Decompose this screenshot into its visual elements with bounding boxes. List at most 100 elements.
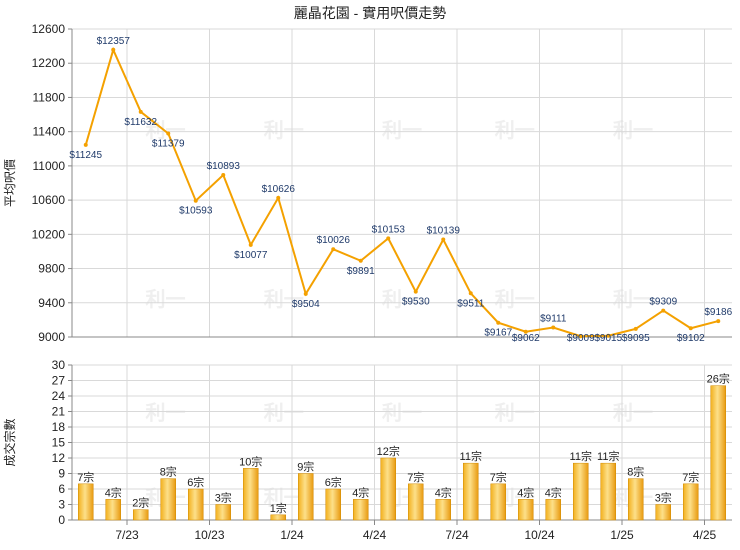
price-point	[111, 47, 116, 52]
price-point	[578, 334, 583, 339]
watermark-text: 利一	[495, 119, 535, 142]
count-data-label: 6宗	[325, 475, 342, 489]
count-data-label: 1宗	[270, 501, 287, 515]
count-data-label: 4宗	[545, 485, 562, 499]
price-point	[606, 333, 611, 338]
count-bar	[490, 483, 506, 521]
price-data-label: $10153	[372, 224, 406, 235]
price-data-label: $9111	[540, 314, 567, 325]
y-axis-label: 平均呎價	[3, 159, 17, 207]
y-tick-label: 6	[58, 482, 65, 496]
price-data-label: $9504	[292, 299, 320, 310]
price-point	[358, 258, 363, 263]
y-tick-label: 10200	[32, 227, 66, 241]
price-point	[441, 237, 446, 242]
count-bar	[353, 499, 369, 521]
count-bar	[160, 478, 176, 521]
y-tick-label: 30	[52, 358, 66, 372]
count-data-label: 7宗	[490, 470, 507, 484]
price-data-label: $11379	[152, 138, 185, 149]
price-chart-panel: 利一利一利一利一利一利一利一利一利一利一90009400980010200106…	[3, 22, 733, 344]
count-data-label: 12宗	[377, 444, 400, 458]
price-data-label: $9009	[567, 333, 595, 344]
watermark-text: 利一	[146, 288, 186, 311]
count-data-label: 11宗	[570, 449, 592, 463]
count-bar	[628, 478, 644, 521]
price-point	[276, 195, 281, 200]
watermark-text: 利一	[382, 288, 422, 311]
watermark-text: 利一	[264, 288, 304, 311]
price-point	[523, 329, 528, 334]
price-point	[386, 236, 391, 241]
price-data-label: $12357	[97, 36, 131, 47]
price-point	[248, 242, 253, 247]
count-data-label: 4宗	[435, 485, 452, 499]
price-point	[331, 247, 336, 252]
y-tick-label: 24	[52, 389, 66, 403]
price-data-label: $10593	[179, 206, 213, 217]
count-bar	[215, 504, 231, 521]
price-point	[83, 142, 88, 147]
y-tick-label: 11000	[33, 159, 66, 173]
y-tick-label: 21	[52, 405, 66, 419]
price-data-label: $10077	[234, 250, 268, 261]
count-bar	[710, 385, 726, 521]
count-data-label: 4宗	[352, 485, 369, 499]
y-tick-label: 11400	[33, 125, 66, 139]
count-data-label: 8宗	[627, 465, 644, 479]
price-point	[138, 109, 143, 114]
y-tick-label: 9	[58, 467, 65, 481]
x-tick-label: 10/24	[524, 528, 554, 542]
count-data-label: 8宗	[160, 465, 177, 479]
price-data-label: $9095	[622, 333, 650, 344]
count-data-label: 4宗	[105, 485, 122, 499]
price-data-label: $10026	[317, 235, 351, 246]
watermark-text: 利一	[613, 288, 653, 311]
price-data-label: $10893	[207, 161, 241, 172]
y-tick-label: 12200	[32, 56, 66, 70]
count-bar	[408, 483, 424, 521]
price-point	[303, 291, 308, 296]
price-data-label: $9102	[677, 333, 705, 344]
price-series-line	[84, 46, 719, 338]
price-point	[413, 289, 418, 294]
count-data-label: 4宗	[517, 485, 534, 499]
count-bar	[325, 488, 341, 521]
watermark-text: 利一	[613, 401, 653, 424]
count-bar	[518, 499, 534, 521]
count-data-label: 2宗	[132, 496, 149, 510]
x-tick-label: 4/24	[363, 528, 387, 542]
price-point	[551, 325, 556, 330]
price-data-label: $9309	[649, 297, 677, 308]
price-point	[496, 320, 501, 325]
price-point	[193, 198, 198, 203]
y-tick-label: 18	[52, 420, 66, 434]
price-data-label: $9511	[457, 298, 485, 309]
price-point	[221, 173, 226, 178]
y-tick-label: 9400	[38, 296, 65, 310]
count-bar	[133, 509, 149, 521]
y-axis-label: 成交宗數	[2, 418, 17, 466]
price-data-label: $9891	[347, 266, 375, 277]
count-bar	[270, 514, 286, 521]
x-tick-label: 7/24	[445, 528, 469, 542]
price-data-label: $10626	[262, 184, 296, 195]
count-bar	[573, 462, 589, 521]
count-bar	[380, 457, 396, 521]
x-tick-label: 1/24	[280, 528, 304, 542]
count-data-label: 11宗	[597, 449, 619, 463]
watermark-text: 利一	[146, 401, 186, 424]
count-data-label: 9宗	[297, 460, 314, 474]
watermark-text: 利一	[495, 401, 535, 424]
price-data-label: $11632	[124, 117, 157, 128]
watermark-text: 利一	[264, 487, 304, 510]
count-data-label: 3宗	[655, 491, 672, 505]
price-data-label: $9530	[402, 297, 430, 308]
y-tick-label: 12	[52, 451, 66, 465]
y-tick-label: 27	[52, 374, 66, 388]
price-data-label: $10139	[427, 226, 461, 237]
price-point	[661, 308, 666, 313]
count-bar	[683, 483, 699, 521]
